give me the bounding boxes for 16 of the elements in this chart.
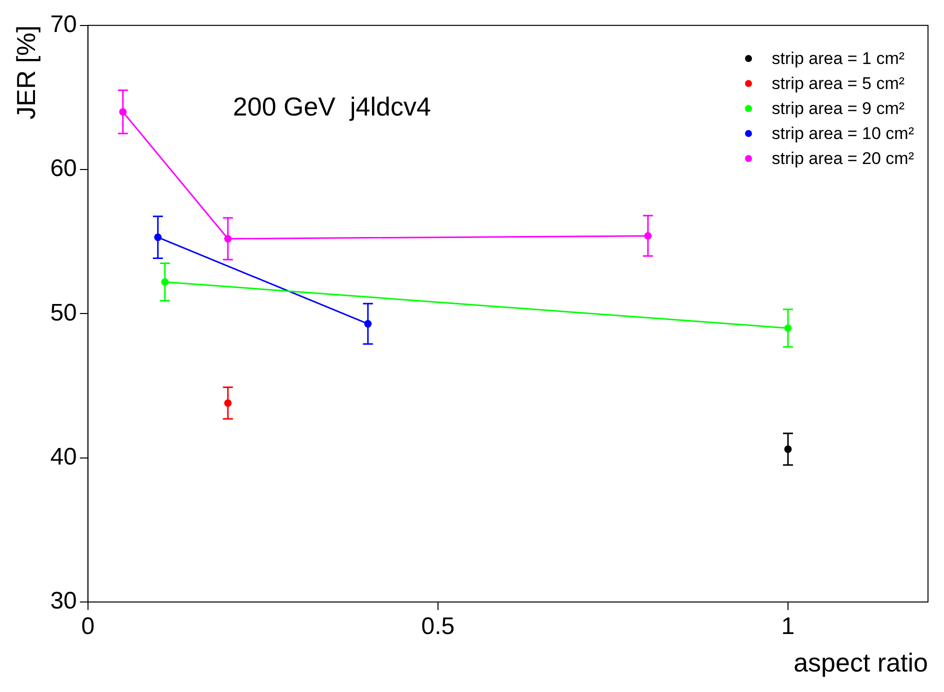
y-tick-label: 60 [50,155,77,182]
legend-label: strip area = 5 cm² [772,73,905,95]
y-axis-title: JER [%] [10,25,41,120]
y-tick-label: 50 [50,299,77,326]
x-tick-label: 0 [81,613,95,640]
x-axis-title: aspect ratio [794,648,928,678]
legend-label: strip area = 20 cm² [772,148,914,170]
legend-label: strip area = 9 cm² [772,98,905,120]
legend-label: strip area = 10 cm² [772,123,914,145]
y-tick-label: 40 [50,443,77,470]
x-tick-label: 1 [781,613,795,640]
y-tick-label: 70 [50,11,77,38]
legend-label: strip area = 1 cm² [772,48,905,70]
x-tick-label: 0.5 [421,613,455,640]
y-tick-label: 30 [50,588,77,615]
annotation: 200 GeV j4ldcv4 [232,92,431,122]
